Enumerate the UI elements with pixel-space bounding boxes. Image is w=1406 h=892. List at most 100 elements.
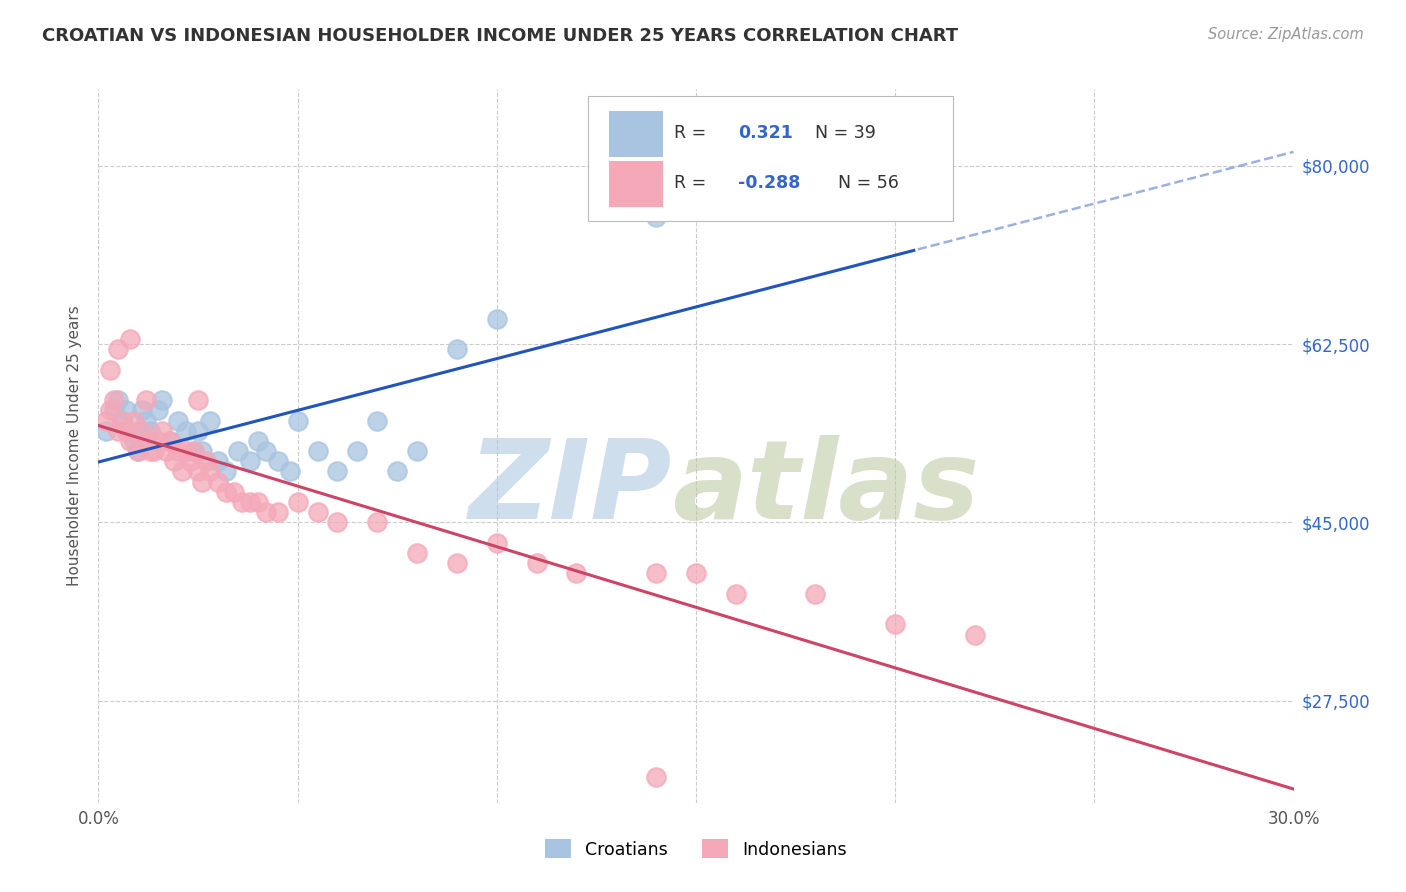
Point [326, 465, 349, 479]
Point [195, 454, 218, 468]
Point [254, 444, 277, 458]
Point [103, 393, 125, 408]
Point [191, 444, 214, 458]
Point [366, 413, 388, 427]
Text: atlas: atlas [672, 435, 980, 542]
Point [179, 454, 201, 468]
Point [172, 465, 194, 479]
Point [100, 362, 122, 376]
Point [526, 556, 548, 570]
Point [111, 413, 134, 427]
Legend: Croatians, Indonesians: Croatians, Indonesians [538, 832, 853, 865]
Bar [609, 111, 662, 157]
Point [115, 403, 138, 417]
Point [143, 444, 166, 458]
Point [239, 495, 262, 509]
FancyBboxPatch shape [588, 96, 953, 221]
Point [167, 444, 190, 458]
Point [139, 444, 162, 458]
Point [120, 424, 142, 438]
Point [246, 434, 269, 448]
Point [267, 505, 290, 519]
Point [107, 424, 129, 438]
Text: N = 39: N = 39 [804, 125, 876, 143]
Point [565, 566, 588, 581]
Point [844, 189, 866, 203]
Point [198, 413, 221, 427]
Point [167, 413, 190, 427]
Point [127, 444, 149, 458]
Point [215, 484, 238, 499]
Point [254, 505, 277, 519]
Point [124, 434, 146, 448]
Point [307, 505, 329, 519]
Point [239, 454, 262, 468]
Point [159, 434, 181, 448]
Point [163, 454, 186, 468]
Point [287, 413, 309, 427]
Point [135, 393, 157, 408]
Point [307, 444, 329, 458]
Y-axis label: Householder Income Under 25 years: Householder Income Under 25 years [67, 306, 83, 586]
Text: 0.321: 0.321 [738, 125, 793, 143]
Text: R =: R = [675, 175, 713, 193]
Text: N = 56: N = 56 [827, 175, 900, 193]
Point [963, 627, 986, 641]
Point [148, 434, 170, 448]
Point [804, 587, 827, 601]
Text: -0.288: -0.288 [738, 175, 800, 193]
Point [278, 465, 301, 479]
Point [446, 342, 468, 356]
Point [135, 413, 157, 427]
Point [326, 516, 349, 530]
Point [346, 444, 368, 458]
Point [485, 536, 508, 550]
Point [124, 413, 146, 427]
Point [115, 424, 138, 438]
Point [100, 403, 122, 417]
Point [96, 424, 118, 438]
Point [159, 434, 181, 448]
Point [107, 342, 129, 356]
Point [148, 403, 170, 417]
Point [446, 556, 468, 570]
Point [107, 393, 129, 408]
Point [150, 424, 173, 438]
Text: Source: ZipAtlas.com: Source: ZipAtlas.com [1208, 27, 1364, 42]
Point [645, 210, 668, 224]
Point [207, 475, 229, 489]
Bar [609, 161, 662, 207]
Point [385, 465, 409, 479]
Point [645, 770, 668, 784]
Point [685, 566, 707, 581]
Point [120, 332, 142, 346]
Point [222, 484, 245, 499]
Point [135, 434, 157, 448]
Point [187, 465, 209, 479]
Point [215, 465, 238, 479]
Point [131, 424, 153, 438]
Point [884, 617, 907, 632]
Point [207, 454, 229, 468]
Point [174, 424, 197, 438]
Point [103, 403, 125, 417]
Text: CROATIAN VS INDONESIAN HOUSEHOLDER INCOME UNDER 25 YEARS CORRELATION CHART: CROATIAN VS INDONESIAN HOUSEHOLDER INCOM… [42, 27, 959, 45]
Point [246, 495, 269, 509]
Point [150, 393, 173, 408]
Point [183, 444, 205, 458]
Point [485, 311, 508, 326]
Point [187, 424, 209, 438]
Point [645, 566, 668, 581]
Point [724, 587, 747, 601]
Point [120, 434, 142, 448]
Text: R =: R = [675, 125, 713, 143]
Point [174, 444, 197, 458]
Point [226, 444, 249, 458]
Point [139, 424, 162, 438]
Point [366, 516, 388, 530]
Point [111, 413, 134, 427]
Point [183, 444, 205, 458]
Point [96, 413, 118, 427]
Point [406, 546, 429, 560]
Point [187, 393, 209, 408]
